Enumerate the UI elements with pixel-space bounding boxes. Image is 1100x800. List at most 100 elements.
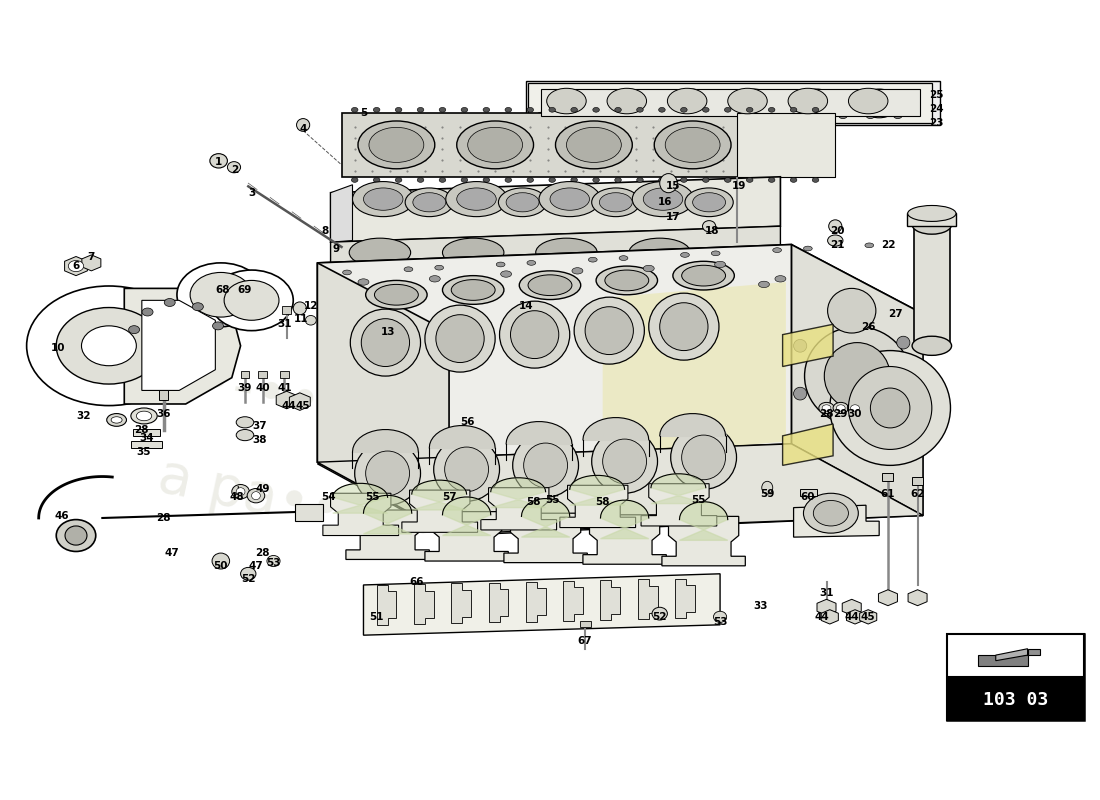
- Ellipse shape: [712, 251, 720, 256]
- Ellipse shape: [505, 107, 512, 112]
- Text: 6: 6: [73, 261, 79, 271]
- Text: 28: 28: [820, 410, 834, 419]
- Ellipse shape: [865, 243, 873, 248]
- Polygon shape: [414, 584, 433, 624]
- Polygon shape: [318, 263, 449, 534]
- Bar: [539, 86, 928, 122]
- Text: 27: 27: [889, 309, 903, 319]
- Ellipse shape: [793, 387, 806, 400]
- Ellipse shape: [728, 88, 768, 114]
- Text: 58: 58: [595, 497, 609, 507]
- Ellipse shape: [912, 336, 952, 355]
- Ellipse shape: [681, 107, 688, 112]
- Text: 38: 38: [252, 435, 266, 445]
- Ellipse shape: [442, 276, 504, 304]
- Ellipse shape: [500, 271, 512, 278]
- Polygon shape: [601, 580, 620, 620]
- Polygon shape: [526, 81, 939, 125]
- Ellipse shape: [671, 426, 737, 490]
- Ellipse shape: [349, 238, 410, 267]
- Ellipse shape: [859, 89, 899, 118]
- Ellipse shape: [164, 298, 175, 306]
- Ellipse shape: [811, 112, 819, 118]
- Ellipse shape: [668, 88, 707, 114]
- Bar: [906, 214, 956, 226]
- Ellipse shape: [793, 339, 806, 352]
- Ellipse shape: [498, 188, 547, 217]
- Text: 15: 15: [666, 182, 680, 191]
- Polygon shape: [276, 391, 297, 409]
- Ellipse shape: [468, 127, 522, 162]
- Text: 55: 55: [544, 494, 560, 505]
- Polygon shape: [528, 82, 932, 122]
- Text: 16: 16: [658, 198, 672, 207]
- Ellipse shape: [527, 261, 536, 266]
- Text: 61: 61: [881, 489, 895, 499]
- Ellipse shape: [527, 178, 534, 182]
- Ellipse shape: [747, 107, 754, 112]
- Polygon shape: [603, 282, 785, 458]
- Polygon shape: [124, 288, 241, 404]
- Bar: [978, 655, 1027, 666]
- Polygon shape: [570, 475, 625, 506]
- Polygon shape: [791, 245, 923, 515]
- Polygon shape: [914, 225, 950, 346]
- Ellipse shape: [142, 308, 153, 316]
- Polygon shape: [822, 610, 838, 624]
- Text: 45: 45: [296, 402, 310, 411]
- Ellipse shape: [365, 281, 427, 309]
- Ellipse shape: [693, 193, 726, 212]
- Polygon shape: [817, 599, 836, 615]
- Polygon shape: [331, 185, 352, 242]
- Ellipse shape: [433, 438, 499, 502]
- Ellipse shape: [632, 182, 694, 217]
- Ellipse shape: [351, 107, 358, 112]
- Text: 12: 12: [304, 301, 318, 311]
- Polygon shape: [65, 257, 87, 276]
- Ellipse shape: [619, 256, 628, 261]
- Text: 33: 33: [754, 601, 768, 610]
- Ellipse shape: [783, 112, 792, 118]
- Polygon shape: [289, 393, 310, 410]
- Text: 31: 31: [820, 588, 834, 598]
- Text: 68: 68: [216, 285, 230, 295]
- Ellipse shape: [666, 127, 720, 162]
- Ellipse shape: [232, 485, 250, 499]
- Ellipse shape: [446, 182, 507, 217]
- Ellipse shape: [519, 271, 581, 299]
- Ellipse shape: [600, 193, 632, 212]
- Ellipse shape: [768, 107, 774, 112]
- Ellipse shape: [513, 434, 579, 498]
- Polygon shape: [481, 488, 557, 530]
- Ellipse shape: [659, 107, 666, 112]
- Ellipse shape: [190, 273, 252, 317]
- Text: 44: 44: [845, 612, 859, 622]
- Text: 59: 59: [760, 489, 774, 499]
- Text: •••085: •••085: [637, 342, 902, 474]
- Ellipse shape: [536, 238, 597, 267]
- Ellipse shape: [483, 107, 490, 112]
- Ellipse shape: [703, 221, 716, 232]
- Polygon shape: [345, 510, 429, 559]
- Ellipse shape: [395, 107, 402, 112]
- Ellipse shape: [790, 178, 796, 182]
- Ellipse shape: [637, 178, 644, 182]
- Text: 4: 4: [299, 124, 307, 134]
- Text: 57: 57: [442, 492, 456, 502]
- Text: 10: 10: [52, 343, 66, 353]
- Polygon shape: [521, 498, 570, 537]
- Ellipse shape: [358, 279, 368, 285]
- Text: 66: 66: [409, 577, 424, 586]
- Text: 47: 47: [164, 548, 179, 558]
- Ellipse shape: [368, 127, 424, 162]
- Text: 30: 30: [848, 410, 862, 419]
- Ellipse shape: [659, 178, 666, 182]
- Ellipse shape: [715, 262, 726, 268]
- Polygon shape: [879, 590, 898, 606]
- Ellipse shape: [592, 112, 601, 118]
- Polygon shape: [996, 649, 1027, 661]
- Text: 49: 49: [255, 484, 270, 494]
- Text: 60: 60: [801, 492, 815, 502]
- Ellipse shape: [351, 178, 358, 182]
- Ellipse shape: [395, 178, 402, 182]
